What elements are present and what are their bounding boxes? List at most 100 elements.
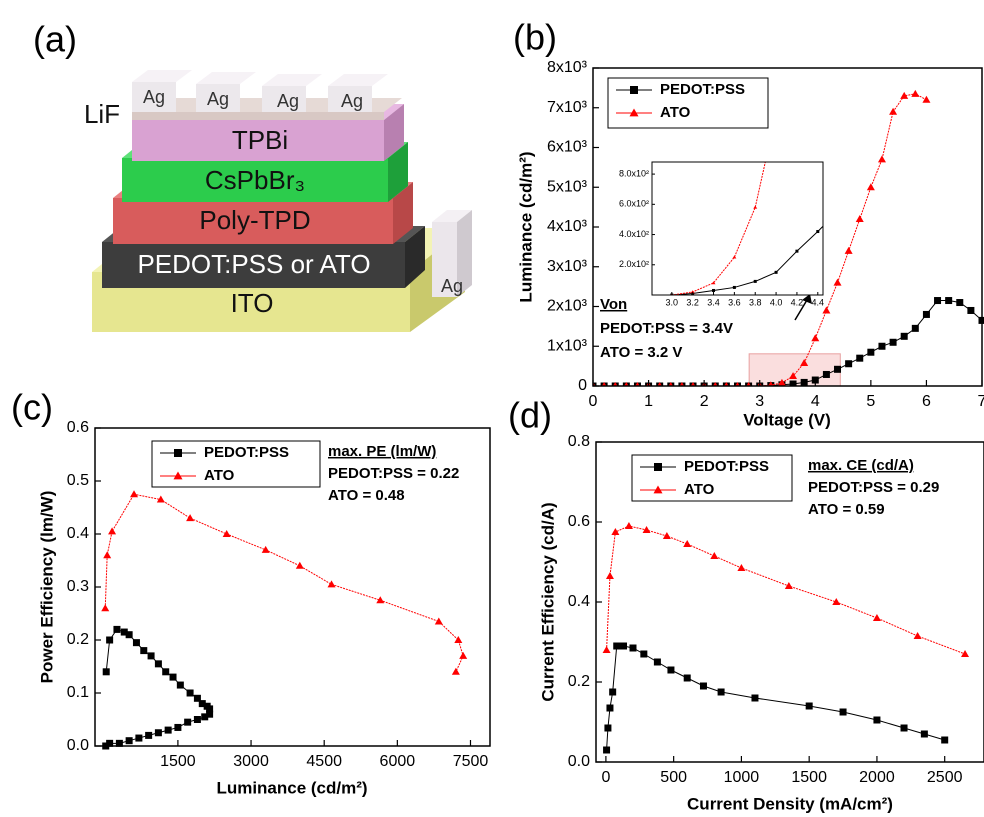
marker: [613, 642, 621, 650]
marker: [261, 545, 270, 553]
marker: [174, 449, 182, 457]
x-tick-label: 0: [601, 769, 610, 786]
plot-area: [593, 89, 984, 386]
marker: [624, 522, 633, 529]
marker: [795, 249, 799, 253]
marker: [784, 582, 793, 589]
marker: [162, 668, 170, 676]
marker: [667, 666, 675, 674]
lif-label: LiF: [84, 99, 120, 129]
marker: [855, 215, 864, 223]
marker: [900, 332, 908, 340]
marker: [587, 294, 590, 297]
marker: [866, 183, 875, 191]
marker: [609, 688, 617, 696]
marker: [628, 293, 632, 296]
y-tick-label: 4x10³: [547, 218, 588, 235]
marker: [816, 230, 820, 234]
marker: [120, 628, 128, 636]
ag-label: Ag: [341, 91, 363, 111]
inset-x-tick-label: 4.0: [770, 297, 783, 307]
marker: [683, 540, 692, 547]
marker: [451, 667, 460, 675]
ag-label: Ag: [277, 91, 299, 111]
marker: [837, 209, 840, 212]
perovskite-front: [122, 158, 388, 202]
marker: [601, 382, 607, 386]
marker: [922, 310, 930, 318]
y-tick-label: 7x10³: [547, 99, 588, 116]
marker: [690, 290, 695, 294]
marker: [822, 370, 830, 378]
plot-area: [101, 490, 468, 750]
marker: [147, 652, 155, 660]
x-tick-label: 0: [589, 393, 598, 410]
htl-label: Poly-TPD: [199, 205, 310, 235]
marker: [941, 736, 949, 744]
y-axis-label: Luminance (cd/m²): [516, 151, 535, 302]
y-tick-label: 0.4: [67, 525, 89, 542]
perovskite-side: [388, 142, 408, 202]
marker: [858, 188, 861, 191]
hil-label: PEDOT:PSS or ATO: [137, 249, 370, 279]
marker: [822, 306, 831, 314]
marker: [635, 382, 640, 386]
inset-x-tick-label: 3.4: [707, 297, 720, 307]
series-line: [105, 628, 211, 747]
y-tick-label: 0.6: [568, 513, 590, 530]
marker: [921, 127, 924, 130]
marker: [593, 382, 597, 386]
marker: [605, 572, 614, 579]
ag-pad-top: [432, 210, 472, 222]
y-tick-label: 0.2: [67, 631, 89, 648]
ag-bar: [328, 74, 388, 86]
ag-bar: [132, 70, 192, 82]
x-tick-label: 2000: [859, 769, 895, 786]
marker: [545, 293, 549, 296]
annotation: PEDOT:PSS = 0.29: [808, 479, 939, 496]
marker: [717, 688, 725, 696]
marker: [839, 708, 847, 716]
y-tick-label: 0.6: [67, 419, 89, 436]
ag-bars: [132, 70, 388, 112]
inset-y-tick-label: 6.0x10²: [619, 199, 649, 209]
lif-layer: [132, 112, 384, 120]
marker: [941, 105, 944, 108]
y-tick-label: 2x10³: [547, 298, 588, 315]
ag-bar: [132, 82, 176, 112]
marker: [867, 348, 875, 356]
x-tick-label: 6000: [380, 753, 416, 770]
inset-x-tick-label: 4.2: [791, 297, 804, 307]
marker: [106, 636, 114, 644]
marker: [295, 561, 304, 569]
marker: [877, 155, 886, 163]
marker: [103, 551, 112, 559]
marker: [844, 246, 853, 254]
marker: [654, 463, 662, 471]
ag-label: Ag: [207, 89, 229, 109]
annotation: Von: [600, 296, 627, 313]
marker: [753, 205, 758, 209]
marker: [800, 378, 808, 386]
legend-label: PEDOT:PSS: [684, 458, 769, 475]
x-tick-label: 5: [866, 393, 875, 410]
marker: [629, 108, 639, 117]
x-tick-label: 1: [644, 393, 653, 410]
inset-x-tick-label: 4.4: [812, 297, 825, 307]
marker: [154, 660, 162, 668]
marker: [712, 288, 716, 292]
marker: [193, 716, 201, 723]
marker: [620, 642, 628, 650]
annotation: max. PE (lm/W): [328, 443, 436, 460]
y-tick-label: 0.8: [568, 433, 590, 450]
arrow: [794, 299, 808, 321]
y-tick-label: 6x10³: [547, 139, 588, 156]
marker: [140, 647, 148, 655]
inset-y-tick-label: 8.0x10²: [619, 168, 649, 178]
x-axis-label: Voltage (V): [743, 410, 831, 429]
htl-side: [393, 182, 413, 244]
marker: [873, 716, 881, 724]
marker: [845, 360, 853, 368]
marker: [327, 580, 336, 588]
arrow-head: [802, 294, 812, 304]
